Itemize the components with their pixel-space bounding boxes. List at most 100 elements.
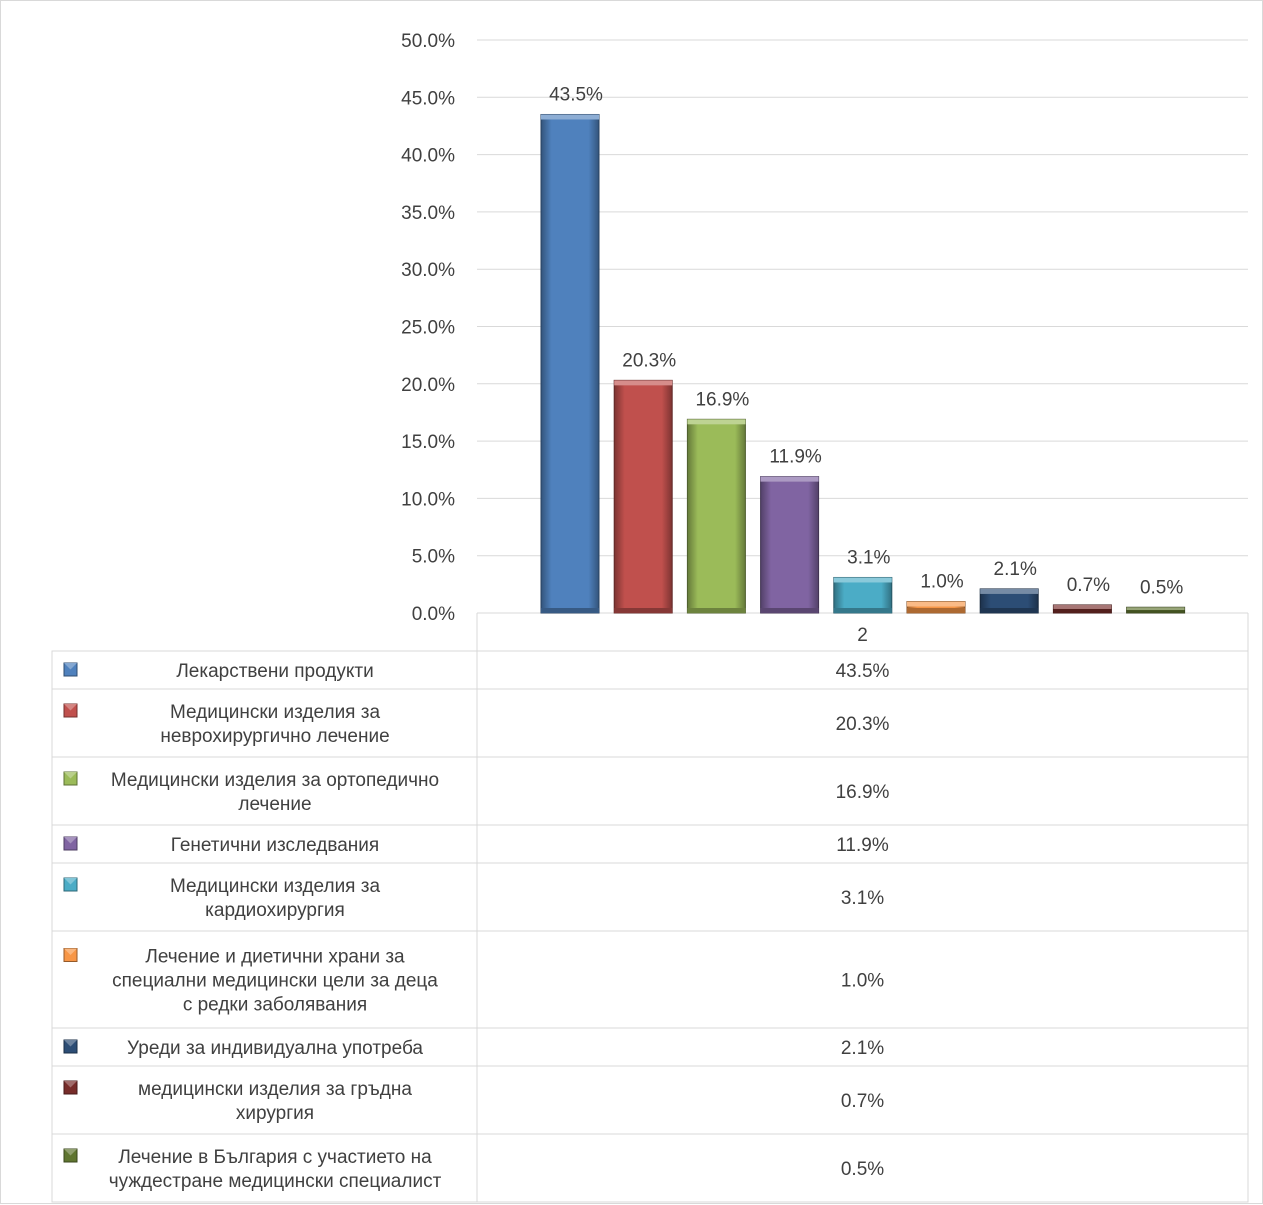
- y-tick-label: 5.0%: [412, 547, 455, 568]
- bar-bevel-top: [541, 114, 599, 120]
- data-label: 0.7%: [1067, 575, 1110, 596]
- table-row: Генетични изследвания 11.9%: [51, 824, 1249, 864]
- y-tick-label: 45.0%: [401, 88, 455, 109]
- data-label: 2.1%: [994, 559, 1037, 580]
- y-tick-label: 0.0%: [412, 604, 455, 625]
- table-row: Медицински изделия за ортопедично лечение…: [51, 756, 1249, 826]
- series-name-line: медицински изделия за гръдна: [138, 1079, 412, 1100]
- legend-key-bevel: [64, 772, 77, 779]
- series-name-line: Лечение и диетични храни за: [145, 947, 405, 968]
- bar-body: [686, 418, 746, 614]
- table-row: Лекарствени продукти 43.5%: [51, 650, 1249, 690]
- bar: [833, 576, 893, 614]
- y-tick-label: 20.0%: [401, 375, 455, 396]
- category-label: 2: [857, 625, 868, 646]
- data-label: 1.0%: [920, 572, 963, 593]
- table-row: Медицински изделия за неврохирургично леч…: [51, 688, 1249, 758]
- table-value: 0.7%: [841, 1091, 884, 1112]
- y-tick-label: 35.0%: [401, 203, 455, 224]
- bar-body: [760, 476, 820, 614]
- table-value: 43.5%: [836, 661, 890, 682]
- data-label: 11.9%: [769, 447, 822, 468]
- legend-key-bevel: [64, 878, 77, 885]
- bar-bevel-top: [980, 588, 1039, 594]
- y-tick-label: 10.0%: [401, 489, 455, 510]
- bar: [1126, 606, 1186, 614]
- bar-bevel-top: [760, 476, 819, 482]
- table-row: медицински изделия за гръдна хирургия 0.7%: [51, 1065, 1249, 1135]
- legend-key-bevel: [64, 663, 77, 670]
- table-value: 2.1%: [841, 1038, 884, 1059]
- bar-bevel-top: [614, 380, 673, 386]
- series-name-line: Уреди за индивидуална употреба: [127, 1038, 423, 1059]
- bar: [540, 113, 600, 614]
- bar-bevel-bottom: [833, 608, 892, 613]
- series-name-line: специални медицински цели за деца: [112, 971, 438, 992]
- table-row: Лечение в България с участието на чуждест…: [51, 1133, 1249, 1203]
- legend-key-bevel: [64, 1040, 77, 1047]
- series-name-line: Медицински изделия за ортопедично: [111, 770, 439, 791]
- bar: [1052, 604, 1112, 614]
- bar-bevel-bottom: [541, 608, 599, 613]
- table-value: 3.1%: [841, 888, 884, 909]
- series-name-line: хирургия: [236, 1103, 314, 1124]
- series-name-line: лечение: [238, 794, 311, 815]
- legend-key-bevel: [64, 704, 77, 711]
- bar-bevel-bottom: [1126, 610, 1185, 613]
- bar: [686, 418, 746, 614]
- table-value: 1.0%: [841, 971, 884, 992]
- series-name-line: Лечение в България с участието на: [118, 1147, 432, 1168]
- bar-bevel-bottom: [980, 608, 1039, 613]
- y-tick-label: 25.0%: [401, 318, 455, 339]
- bar-bevel-top: [907, 601, 965, 607]
- legend-key-bevel: [64, 1081, 77, 1088]
- table-row: Лечение и диетични храни за специални мед…: [51, 930, 1249, 1029]
- table-row-border: [51, 1133, 1249, 1203]
- bar-bevel-top: [687, 419, 746, 425]
- bar-bevel-bottom: [1053, 608, 1112, 613]
- y-tick-label: 40.0%: [401, 146, 455, 167]
- bar-bevel-bottom: [614, 608, 673, 613]
- bar-bevel-top: [1126, 607, 1185, 611]
- bar-body: [613, 379, 673, 614]
- data-label: 43.5%: [549, 84, 603, 105]
- bar-body: [833, 576, 893, 614]
- series-name-line: Медицински изделия за: [170, 876, 380, 897]
- data-label: 16.9%: [695, 389, 749, 410]
- bar-body: [540, 113, 600, 614]
- data-label: 20.3%: [622, 350, 676, 371]
- table-row-border: [51, 756, 1249, 826]
- table-row: Медицински изделия за кардиохирургия 3.1%: [51, 862, 1249, 932]
- bar-bevel-top: [833, 577, 892, 583]
- bar-bevel-bottom: [687, 608, 746, 613]
- bar-bevel-bottom: [760, 608, 819, 613]
- table-row: Уреди за индивидуална употреба 2.1%: [51, 1027, 1249, 1067]
- series-name-line: чуждестране медицински специалист: [109, 1171, 442, 1192]
- data-label: 3.1%: [847, 547, 890, 568]
- bar: [906, 601, 966, 614]
- table-value: 16.9%: [836, 782, 890, 803]
- legend-key-bevel: [64, 837, 77, 844]
- data-label: 0.5%: [1140, 577, 1183, 598]
- table-value: 0.5%: [841, 1159, 884, 1180]
- series-name-line: кардиохирургия: [205, 900, 345, 921]
- series-name-line: Лекарствени продукти: [176, 661, 373, 682]
- bar: [979, 588, 1039, 614]
- table-value: 11.9%: [836, 835, 889, 856]
- y-tick-label: 30.0%: [401, 260, 455, 281]
- table-value: 20.3%: [836, 714, 890, 735]
- y-tick-label: 15.0%: [401, 432, 455, 453]
- bar-bevel-top: [1053, 604, 1112, 609]
- bar: [613, 379, 673, 614]
- series-name-line: Генетични изследвания: [171, 835, 379, 856]
- y-tick-label: 50.0%: [401, 31, 455, 52]
- bar: [760, 476, 820, 614]
- table-row-border: [51, 1065, 1249, 1135]
- series-name-line: неврохирургично лечение: [160, 726, 389, 747]
- bar-bevel-bottom: [907, 608, 965, 613]
- series-name-line: Медицински изделия за: [170, 702, 380, 723]
- legend-key-bevel: [64, 1149, 77, 1156]
- legend-key-bevel: [64, 948, 77, 955]
